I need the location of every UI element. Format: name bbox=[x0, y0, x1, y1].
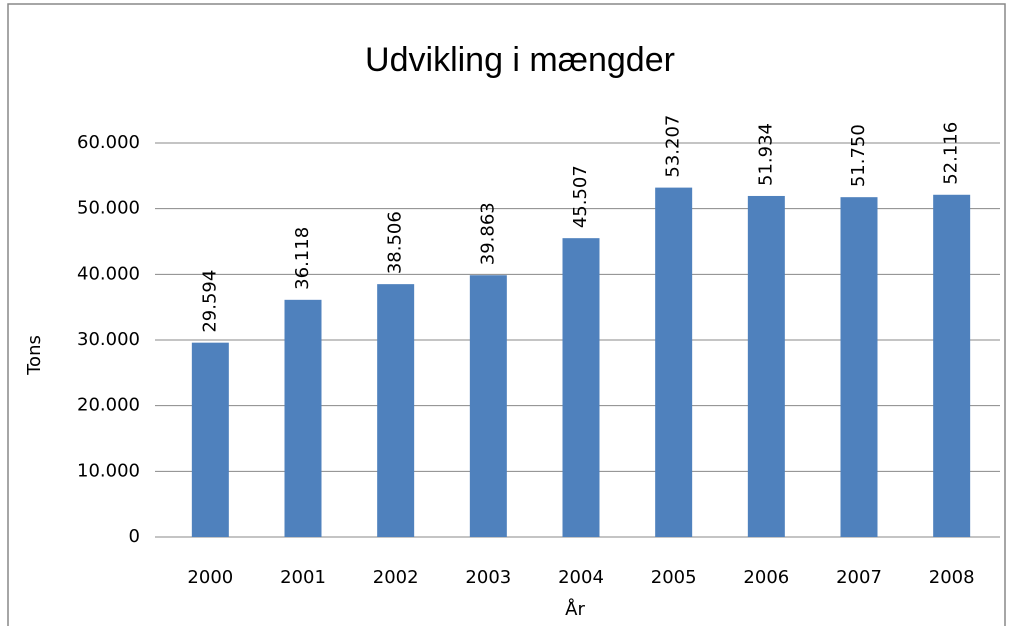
x-tick-label: 2003 bbox=[465, 567, 511, 588]
x-tick-label: 2008 bbox=[929, 567, 975, 588]
x-tick-label: 2006 bbox=[743, 567, 789, 588]
data-label: 29.594 bbox=[199, 270, 220, 333]
data-label: 52.116 bbox=[941, 122, 962, 185]
y-tick-label: 50.000 bbox=[77, 198, 140, 219]
data-label: 51.934 bbox=[755, 123, 776, 186]
chart-title: Udvikling i mængder bbox=[365, 41, 675, 79]
y-tick-label: 30.000 bbox=[77, 329, 140, 350]
x-tick-label: 2002 bbox=[373, 567, 419, 588]
x-tick-label: 2000 bbox=[187, 567, 233, 588]
y-tick-label: 0 bbox=[129, 526, 140, 547]
bar bbox=[377, 284, 415, 537]
chart-border bbox=[7, 3, 1006, 626]
bar bbox=[562, 238, 600, 537]
bar bbox=[747, 195, 785, 537]
x-tick-label: 2001 bbox=[280, 567, 326, 588]
y-tick-label: 40.000 bbox=[77, 263, 140, 284]
data-label: 38.506 bbox=[385, 211, 406, 274]
x-tick-label: 2007 bbox=[836, 567, 882, 588]
bar bbox=[933, 194, 971, 537]
y-tick-label: 60.000 bbox=[77, 132, 140, 153]
y-tick-label: 20.000 bbox=[77, 395, 140, 416]
data-label: 45.507 bbox=[570, 165, 591, 228]
y-axis-label: Tons bbox=[24, 335, 45, 376]
bar bbox=[284, 299, 322, 537]
bar bbox=[840, 197, 878, 538]
x-tick-label: 2005 bbox=[651, 567, 697, 588]
bar bbox=[469, 275, 507, 537]
data-label: 39.863 bbox=[477, 202, 498, 265]
x-axis-label: År bbox=[565, 598, 585, 620]
data-label: 53.207 bbox=[663, 115, 684, 178]
x-tick-label: 2004 bbox=[558, 567, 604, 588]
data-label: 36.118 bbox=[292, 227, 313, 290]
y-tick-label: 10.000 bbox=[77, 460, 140, 481]
bar bbox=[191, 342, 229, 537]
data-label: 51.750 bbox=[848, 124, 869, 187]
bar bbox=[655, 187, 693, 537]
